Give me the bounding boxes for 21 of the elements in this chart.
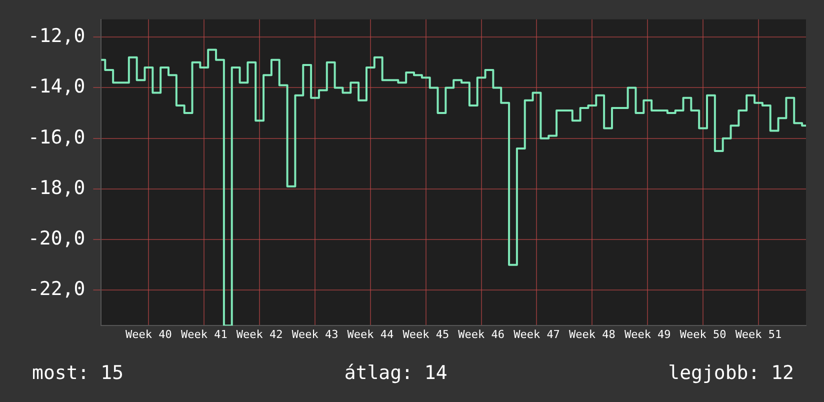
text: átlag: 14 bbox=[344, 362, 448, 384]
x-tick-label: Week 49 bbox=[624, 328, 671, 342]
y-tick-label: -22,0 bbox=[28, 278, 86, 300]
x-tick-label: Week 51 bbox=[735, 328, 782, 342]
y-tick-label: -20,0 bbox=[28, 228, 86, 250]
y-tick-label: -16,0 bbox=[28, 126, 86, 148]
y-tick-label: -14,0 bbox=[28, 76, 86, 98]
x-tick-label: Week 40 bbox=[126, 328, 172, 342]
y-tick-label: -18,0 bbox=[28, 176, 86, 199]
x-tick-label: Week 41 bbox=[180, 328, 228, 342]
x-tick-label: Week 50 bbox=[680, 328, 726, 342]
x-tick-label: Week 45 bbox=[402, 328, 450, 342]
x-tick-label: Week 42 bbox=[236, 328, 283, 342]
x-tick-label: Week 44 bbox=[347, 328, 394, 342]
x-tick-label: Week 46 bbox=[458, 328, 504, 342]
x-tick-label: Week 48 bbox=[569, 328, 616, 342]
text: most: 15 bbox=[32, 362, 124, 384]
text: legjobb: 12 bbox=[668, 362, 794, 384]
y-tick-label: -12,0 bbox=[28, 25, 86, 48]
x-tick-label: Week 43 bbox=[292, 328, 338, 342]
x-tick-label: Week 47 bbox=[514, 328, 560, 342]
